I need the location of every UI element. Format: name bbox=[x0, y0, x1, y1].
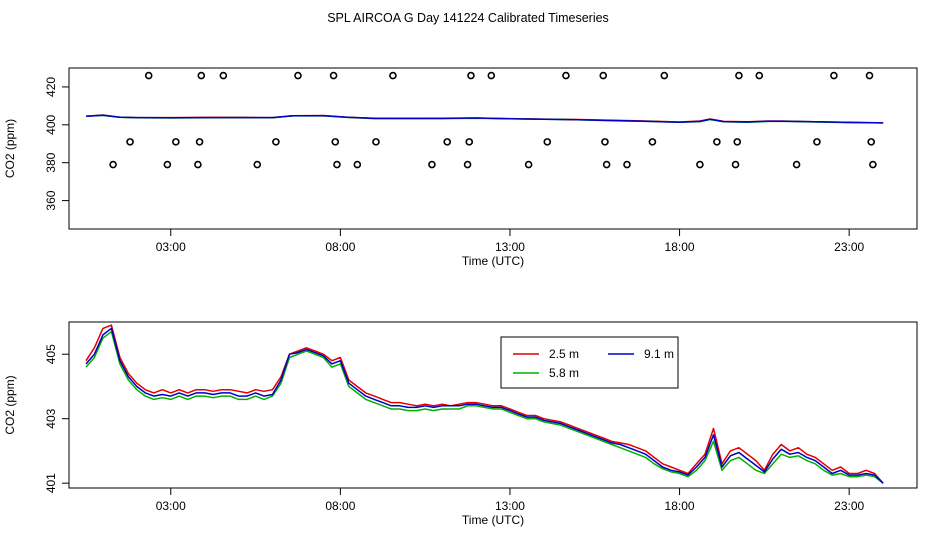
y-axis-label: CO2 (ppm) bbox=[3, 375, 17, 434]
y-tick-label: 400 bbox=[44, 114, 58, 134]
x-tick-label: 13:00 bbox=[495, 499, 525, 513]
reference-point bbox=[602, 160, 611, 169]
series-line-9-1-m bbox=[85, 114, 884, 124]
reference-point bbox=[487, 71, 496, 80]
reference-point bbox=[562, 71, 570, 80]
reference-point bbox=[735, 71, 743, 80]
reference-point bbox=[467, 71, 475, 80]
plot-frame bbox=[68, 321, 918, 489]
x-tick-label: 18:00 bbox=[665, 240, 695, 254]
x-tick-label: 23:00 bbox=[834, 240, 864, 254]
reference-point bbox=[389, 71, 397, 80]
reference-point bbox=[372, 138, 380, 146]
reference-point bbox=[830, 71, 838, 80]
legend-label: 2.5 m bbox=[549, 347, 579, 361]
reference-point bbox=[599, 71, 608, 80]
reference-point bbox=[194, 160, 202, 169]
legend-label: 5.8 m bbox=[549, 366, 579, 380]
reference-point bbox=[353, 160, 362, 169]
legend: 2.5 m 5.8 m 9.1 m bbox=[500, 336, 679, 389]
reference-point bbox=[329, 71, 338, 80]
reference-point bbox=[126, 138, 134, 146]
series-line-2-5-m bbox=[85, 324, 884, 484]
reference-point bbox=[428, 160, 436, 169]
reference-point bbox=[601, 138, 609, 146]
x-axis-label: Time (UTC) bbox=[462, 254, 524, 268]
reference-point bbox=[696, 160, 704, 169]
reference-point bbox=[755, 71, 764, 80]
reference-point bbox=[543, 138, 552, 146]
plot-frame bbox=[68, 67, 918, 230]
reference-point bbox=[463, 160, 472, 169]
series-line-5-8-m bbox=[85, 330, 884, 484]
reference-point bbox=[792, 160, 801, 169]
reference-point bbox=[524, 160, 533, 169]
y-tick-label: 360 bbox=[44, 190, 58, 210]
reference-point bbox=[813, 138, 821, 146]
reference-point bbox=[272, 138, 280, 146]
reference-point bbox=[648, 138, 657, 146]
reference-point bbox=[443, 138, 452, 146]
reference-point bbox=[623, 160, 631, 169]
series-line-9-1-m bbox=[85, 327, 884, 484]
y-tick-label: 401 bbox=[44, 473, 58, 493]
reference-point bbox=[172, 138, 180, 146]
reference-point bbox=[144, 71, 153, 80]
x-tick-label: 08:00 bbox=[325, 499, 355, 513]
reference-point bbox=[197, 71, 206, 80]
reference-point bbox=[865, 71, 874, 80]
reference-point bbox=[713, 138, 721, 146]
reference-point bbox=[733, 138, 742, 146]
legend-label: 9.1 m bbox=[644, 347, 674, 361]
reference-point bbox=[660, 71, 669, 80]
reference-point bbox=[253, 160, 262, 169]
x-tick-label: 18:00 bbox=[665, 499, 695, 513]
y-tick-label: 405 bbox=[44, 344, 58, 364]
x-tick-label: 08:00 bbox=[325, 240, 355, 254]
reference-point bbox=[869, 160, 877, 169]
reference-point bbox=[731, 160, 740, 169]
y-tick-label: 420 bbox=[44, 77, 58, 97]
reference-point bbox=[109, 160, 117, 169]
reference-point bbox=[294, 71, 302, 80]
reference-point bbox=[163, 160, 172, 169]
reference-point bbox=[195, 138, 204, 146]
x-tick-label: 03:00 bbox=[156, 499, 186, 513]
y-axis-label: CO2 (ppm) bbox=[3, 119, 17, 178]
reference-point bbox=[331, 138, 340, 146]
reference-point bbox=[867, 138, 876, 146]
top-panel: 03:00 08:00 13:00 18:00 23:00 Time (UTC) 360 38… bbox=[3, 67, 918, 268]
reference-point bbox=[219, 71, 228, 80]
bottom-panel: 03:00 08:00 13:00 18:00 23:00 Time (UTC) 401 40… bbox=[3, 321, 918, 527]
y-tick-label: 380 bbox=[44, 152, 58, 172]
x-tick-label: 23:00 bbox=[834, 499, 864, 513]
x-tick-label: 03:00 bbox=[156, 240, 186, 254]
legend-box bbox=[500, 336, 679, 389]
x-axis-label: Time (UTC) bbox=[462, 513, 524, 527]
y-tick-label: 403 bbox=[44, 408, 58, 428]
x-tick-label: 13:00 bbox=[495, 240, 525, 254]
reference-point bbox=[333, 160, 341, 169]
reference-point bbox=[465, 138, 474, 146]
chart-title: SPL AIRCOA G Day 141224 Calibrated Times… bbox=[327, 11, 609, 25]
